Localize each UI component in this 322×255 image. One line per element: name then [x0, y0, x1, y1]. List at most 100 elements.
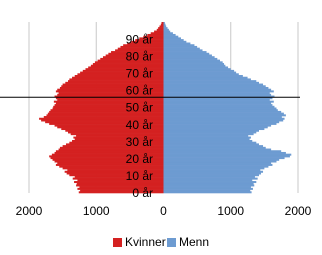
bar	[163, 49, 203, 52]
bar	[163, 64, 226, 67]
bar	[94, 61, 164, 64]
bar	[52, 158, 164, 161]
bar	[163, 57, 218, 60]
bar	[135, 39, 164, 42]
bar	[163, 88, 272, 91]
bar	[49, 155, 164, 158]
bar	[45, 121, 164, 124]
bar	[163, 93, 272, 96]
bar	[55, 150, 164, 153]
bar	[68, 80, 164, 83]
bar	[163, 148, 272, 151]
bar	[69, 141, 164, 144]
bar	[82, 69, 164, 72]
bar	[53, 100, 164, 103]
bar	[76, 184, 164, 187]
bar	[163, 32, 173, 35]
bar	[61, 128, 164, 131]
bar	[163, 45, 198, 48]
bar	[163, 104, 273, 107]
legend-swatch	[113, 238, 122, 247]
bar	[163, 119, 284, 122]
bar	[163, 105, 275, 108]
bar	[100, 57, 164, 60]
bar	[90, 64, 164, 67]
bar	[163, 68, 231, 71]
bar	[163, 163, 273, 166]
bar	[127, 42, 164, 45]
bar	[158, 27, 164, 30]
legend-label: Kvinner	[125, 235, 166, 249]
bar	[54, 95, 164, 98]
bar	[76, 182, 164, 185]
y-tick-label: 50 år	[126, 101, 153, 115]
bar	[161, 22, 164, 25]
bar	[68, 131, 164, 134]
bar	[105, 54, 164, 57]
bar	[163, 92, 270, 95]
y-tick-label: 30 år	[126, 135, 153, 149]
bar	[78, 191, 164, 194]
bar	[53, 105, 164, 108]
bar	[57, 126, 164, 129]
bar	[163, 22, 165, 25]
bar	[108, 52, 164, 55]
x-tick-label: 2000	[16, 204, 43, 218]
bar	[163, 117, 285, 120]
bar	[163, 181, 257, 184]
bar	[58, 92, 164, 95]
bar	[163, 191, 252, 194]
bar	[163, 73, 239, 76]
bar	[163, 63, 225, 66]
bar	[65, 81, 164, 84]
bar	[59, 146, 164, 149]
bar	[55, 90, 164, 93]
bar	[163, 35, 179, 38]
bar	[123, 44, 164, 47]
y-tick-label: 40 år	[126, 118, 153, 132]
bar	[163, 40, 187, 43]
bar	[57, 98, 164, 101]
bar	[163, 33, 176, 36]
bar	[163, 112, 284, 115]
y-tick-label: 10 år	[126, 169, 153, 183]
bar	[61, 85, 164, 88]
bar	[64, 170, 164, 173]
legend-swatch	[167, 238, 176, 247]
bar	[65, 129, 164, 132]
bar	[66, 172, 164, 175]
bar	[54, 124, 164, 127]
bar	[88, 66, 164, 69]
bar	[163, 182, 254, 185]
bar	[163, 81, 259, 84]
bar	[163, 133, 254, 136]
bar	[54, 104, 164, 107]
bar	[163, 95, 275, 98]
bar	[163, 27, 168, 30]
bar	[69, 174, 164, 177]
bar	[73, 136, 164, 139]
bar	[163, 44, 195, 47]
bar	[163, 143, 259, 146]
bar	[117, 47, 164, 50]
bar	[163, 54, 212, 57]
bar	[163, 97, 273, 100]
bar	[72, 139, 164, 142]
bar	[163, 122, 277, 125]
bar	[58, 148, 164, 151]
bar	[57, 88, 164, 91]
bar	[102, 56, 164, 59]
bar	[163, 23, 166, 26]
bar	[163, 39, 184, 42]
bar	[163, 52, 210, 55]
bar	[163, 98, 270, 101]
bar	[163, 151, 286, 154]
bar	[74, 75, 164, 78]
bar	[51, 153, 164, 156]
bar	[115, 49, 164, 52]
bar	[72, 177, 164, 180]
bar	[139, 37, 164, 40]
bar	[150, 32, 164, 35]
bar	[62, 167, 164, 170]
